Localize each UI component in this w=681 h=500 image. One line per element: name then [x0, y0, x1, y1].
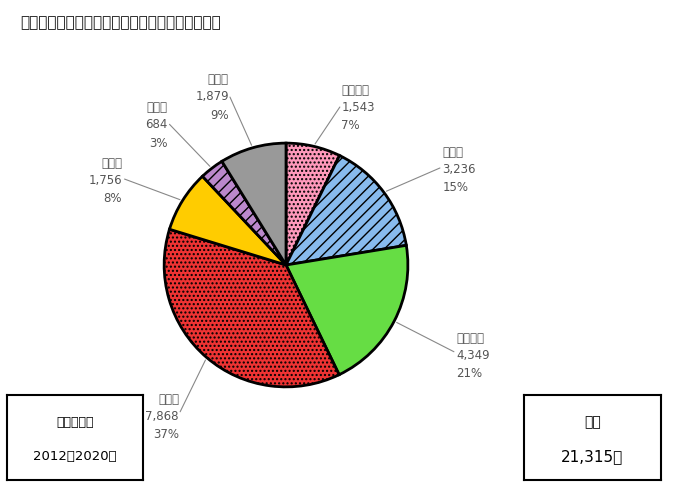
Text: 欧州国籍: 欧州国籍	[456, 332, 484, 345]
Wedge shape	[170, 176, 286, 265]
Text: 3%: 3%	[149, 136, 168, 149]
Text: 4,349: 4,349	[456, 349, 490, 362]
Wedge shape	[286, 143, 340, 265]
Text: 21,315件: 21,315件	[561, 448, 624, 464]
Text: 1,756: 1,756	[89, 174, 122, 187]
Wedge shape	[202, 162, 286, 265]
Text: 8%: 8%	[104, 192, 122, 205]
Text: 合計: 合計	[584, 415, 601, 429]
Text: 台湾籍: 台湾籍	[146, 101, 168, 114]
Text: 研究者所属機関国籍（地域）別論文発表件数比率: 研究者所属機関国籍（地域）別論文発表件数比率	[20, 15, 221, 30]
Text: 韓国籍: 韓国籍	[101, 157, 122, 170]
Wedge shape	[286, 156, 407, 265]
Text: 論文発表年: 論文発表年	[56, 416, 94, 428]
Text: その他: その他	[208, 74, 229, 86]
Text: 1,543: 1,543	[341, 100, 375, 114]
Wedge shape	[164, 230, 339, 387]
Text: 米国籍: 米国籍	[443, 146, 464, 158]
Text: 15%: 15%	[443, 181, 469, 194]
Text: 37%: 37%	[153, 428, 179, 442]
Text: 7%: 7%	[341, 119, 360, 132]
Wedge shape	[286, 246, 408, 374]
Text: 1,879: 1,879	[195, 90, 229, 104]
Text: 2012～2020年: 2012～2020年	[33, 450, 116, 462]
Wedge shape	[222, 143, 286, 265]
Text: 21%: 21%	[456, 367, 483, 380]
Text: 日本国籍: 日本国籍	[341, 84, 369, 96]
Text: 9%: 9%	[210, 109, 229, 122]
Text: 684: 684	[145, 118, 168, 131]
Text: 3,236: 3,236	[443, 163, 476, 176]
Text: 7,868: 7,868	[146, 410, 179, 423]
Text: 中国籍: 中国籍	[158, 393, 179, 406]
